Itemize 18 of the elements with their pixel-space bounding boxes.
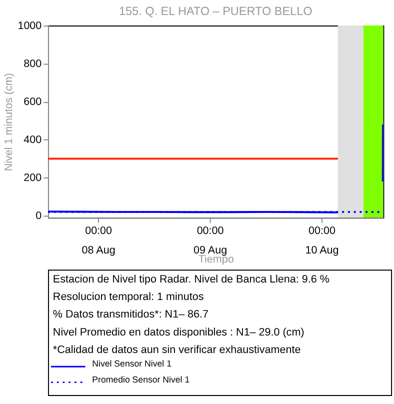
text: *Calidad de datos aun sin verificar exhaustivamente bbox=[52, 344, 301, 356]
y-tick-label: 400 bbox=[24, 134, 42, 146]
y-tick-label: 0 bbox=[36, 210, 42, 222]
legend-label: Promedio Sensor Nivel 1 bbox=[92, 374, 190, 384]
chart-title: 155. Q. EL HATO – PUERTO BELLO bbox=[118, 4, 312, 18]
x-tick-label: 00:00 10 Aug bbox=[305, 224, 339, 256]
x-axis-title: Tiempo bbox=[198, 253, 234, 266]
text: % Datos transmitidos*: N1– 86.7 bbox=[52, 308, 209, 321]
y-axis-title: Nivel 1 minutos (cm) bbox=[2, 73, 15, 172]
y-tick-label: 800 bbox=[24, 58, 42, 70]
legend-label: Nivel Sensor Nivel 1 bbox=[92, 358, 172, 369]
x-tick-label: 00:00 08 Aug bbox=[82, 224, 116, 256]
text: Nivel Promedio en datos disponibles : N1– 29.0 (cm) bbox=[52, 326, 304, 338]
text: Estacion de Nivel tipo Radar. Nivel de Banca Llena: 9.6 % bbox=[52, 273, 330, 286]
text: Resolucion temporal: 1 minutos bbox=[52, 290, 204, 303]
y-tick-label: 600 bbox=[24, 96, 42, 108]
y-tick-label: 1000 bbox=[18, 20, 42, 32]
y-tick-label: 200 bbox=[24, 172, 42, 184]
